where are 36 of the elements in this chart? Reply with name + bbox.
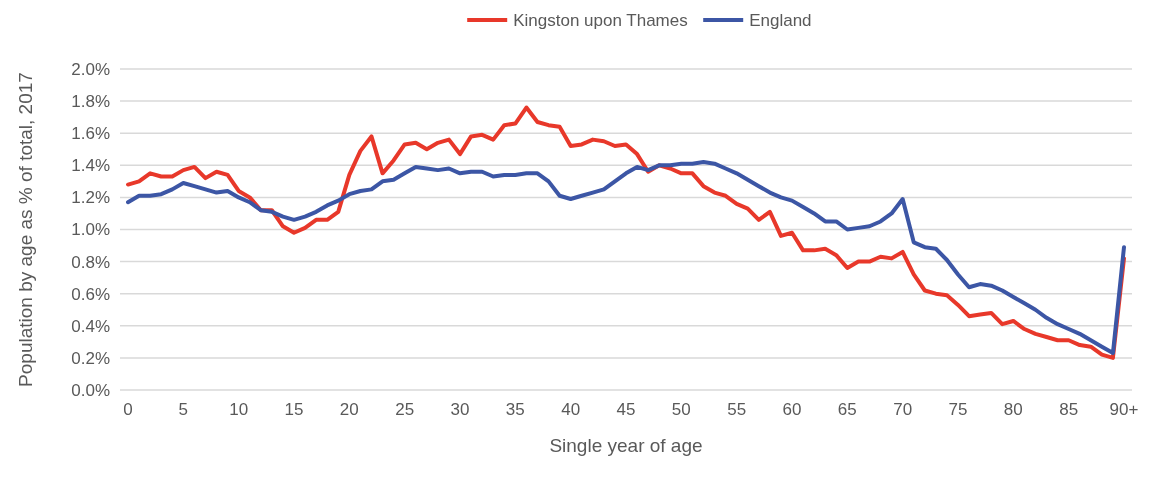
y-tick-label: 0.8% [71,252,110,272]
x-tick-label: 25 [395,400,415,419]
y-tick-label: 1.4% [71,156,110,176]
y-tick-label: 0.4% [71,316,110,336]
x-tick-label: 15 [284,400,304,419]
y-tick-label: 1.0% [71,220,110,240]
x-tick-label: 90+ [1109,400,1139,419]
x-tick-label: 10 [229,400,249,419]
x-tick-label: 20 [339,400,359,419]
y-axis-title: Population by age as % of total, 2017 [15,72,36,387]
x-tick-label: 45 [616,400,636,419]
x-tick-label: 70 [893,400,913,419]
legend-label: England [749,11,812,30]
x-tick-label: 40 [561,400,581,419]
y-tick-label: 0.0% [71,380,110,400]
x-tick-label: 55 [727,400,747,419]
y-tick-label: 0.2% [71,348,110,368]
x-tick-label: 60 [782,400,802,419]
line-series [126,105,1126,360]
y-tick-label: 1.6% [71,124,110,144]
legend-label: Kingston upon Thames [513,11,688,30]
y-tick-label: 1.8% [71,92,110,112]
y-tick-label: 2.0% [71,59,110,79]
x-tick-label: 85 [1059,400,1079,419]
x-tick-label: 30 [450,400,470,419]
x-tick-label: 0 [123,400,133,419]
x-tick-label: 5 [178,400,189,419]
x-tick-label: 35 [505,400,525,419]
y-tick-label: 0.6% [71,284,110,304]
x-axis-title: Single year of age [549,435,703,456]
y-tick-label: 1.2% [71,188,110,208]
x-tick-label: 75 [948,400,968,419]
x-tick-label: 50 [671,400,691,419]
line-series [126,160,1126,356]
x-tick-label: 80 [1003,400,1023,419]
x-tick-label: 65 [837,400,857,419]
